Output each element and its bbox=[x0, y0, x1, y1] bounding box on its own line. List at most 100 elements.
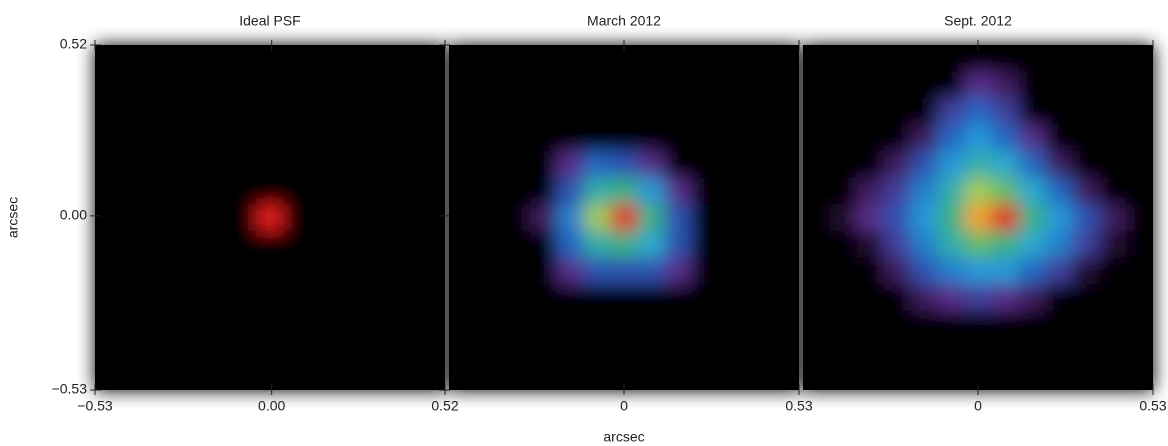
heatmap-cell bbox=[449, 257, 477, 285]
heatmap-cell bbox=[1045, 363, 1073, 391]
x-tick-label: 0.53 bbox=[785, 398, 812, 414]
heatmap-cell bbox=[1072, 124, 1100, 152]
heatmap-cell bbox=[991, 177, 1019, 205]
heatmap-cell bbox=[148, 45, 177, 73]
heatmap-cell bbox=[175, 257, 204, 285]
heatmap-cell bbox=[556, 151, 585, 179]
heatmap-cell bbox=[991, 310, 1019, 338]
y-tick-label: 0.00 bbox=[60, 207, 87, 223]
heatmap-cell bbox=[1126, 230, 1154, 258]
heatmap-cell bbox=[202, 230, 231, 258]
heatmap-cell bbox=[418, 336, 446, 364]
heatmap-cell bbox=[718, 98, 746, 126]
heatmap-cell bbox=[856, 257, 885, 285]
heatmap-cell bbox=[283, 283, 311, 311]
heatmap-cell bbox=[691, 310, 719, 338]
heatmap-cell bbox=[718, 257, 746, 285]
heatmap-cell bbox=[202, 310, 231, 338]
heatmap-cell bbox=[283, 230, 311, 258]
heatmap-cell bbox=[1045, 310, 1073, 338]
heatmap-cell bbox=[556, 230, 585, 258]
heatmap-cell bbox=[637, 363, 665, 391]
heatmap-cell bbox=[883, 257, 912, 285]
heatmap-cell bbox=[1045, 151, 1073, 179]
heatmap-cell bbox=[1126, 204, 1154, 232]
heatmap-cell bbox=[910, 45, 939, 73]
heatmap-cell bbox=[664, 124, 692, 152]
heatmap-cell bbox=[95, 71, 123, 99]
heatmap-cell bbox=[691, 151, 719, 179]
heatmap-cell bbox=[772, 98, 800, 126]
heatmap-cell bbox=[664, 363, 692, 391]
heatmap-cell bbox=[229, 363, 258, 391]
heatmap-cell bbox=[121, 71, 150, 99]
heatmap-cell bbox=[856, 310, 885, 338]
heatmap-cell bbox=[1072, 310, 1100, 338]
heatmap-cell bbox=[364, 204, 392, 232]
heatmap-cell bbox=[475, 363, 504, 391]
heatmap-cell bbox=[283, 177, 311, 205]
heatmap-cell bbox=[610, 336, 638, 364]
heatmap-cell bbox=[337, 336, 365, 364]
heatmap-cell bbox=[937, 45, 966, 73]
heatmap-cell bbox=[310, 310, 338, 338]
heatmap-cell bbox=[910, 124, 939, 152]
heatmap-cell bbox=[556, 124, 585, 152]
heatmap-cell bbox=[1018, 257, 1046, 285]
heatmap-cell bbox=[1045, 71, 1073, 99]
heatmap-cell bbox=[1018, 230, 1046, 258]
heatmap-cell bbox=[829, 45, 858, 73]
heatmap-cell bbox=[745, 204, 773, 232]
heatmap-cell bbox=[610, 283, 638, 311]
heatmap-cell bbox=[637, 204, 665, 232]
heatmap-cell bbox=[583, 283, 612, 311]
heatmap-cell bbox=[121, 204, 150, 232]
heatmap-cell bbox=[856, 98, 885, 126]
heatmap-cell bbox=[475, 230, 504, 258]
heatmap-cell bbox=[475, 71, 504, 99]
heatmap-cell bbox=[202, 257, 231, 285]
heatmap-cell bbox=[418, 310, 446, 338]
heatmap-cell bbox=[256, 336, 284, 364]
heatmap-cell bbox=[718, 363, 746, 391]
heatmap-cell bbox=[718, 71, 746, 99]
heatmap-cell bbox=[937, 98, 966, 126]
heatmap-cell bbox=[1099, 363, 1127, 391]
heatmap-cell bbox=[475, 336, 504, 364]
heatmap-cell bbox=[95, 98, 123, 126]
heatmap-cell bbox=[583, 310, 612, 338]
heatmap-cell bbox=[964, 124, 992, 152]
heatmap-cell bbox=[502, 257, 531, 285]
heatmap-cell bbox=[718, 124, 746, 152]
heatmap-cell bbox=[664, 283, 692, 311]
heatmap-cell bbox=[583, 177, 612, 205]
heatmap-cell bbox=[1072, 230, 1100, 258]
heatmap-cell bbox=[229, 124, 258, 152]
heatmap-cell bbox=[829, 177, 858, 205]
heatmap-cell bbox=[883, 71, 912, 99]
heatmap-cell bbox=[745, 310, 773, 338]
heatmap-cell bbox=[229, 98, 258, 126]
heatmap-cell bbox=[1018, 45, 1046, 73]
heatmap-cell bbox=[556, 177, 585, 205]
heatmap-cell bbox=[556, 98, 585, 126]
heatmap-cell bbox=[364, 71, 392, 99]
heatmap-cell bbox=[664, 336, 692, 364]
heatmap-cell bbox=[556, 45, 585, 73]
heatmap-cell bbox=[449, 363, 477, 391]
heatmap-cell bbox=[937, 71, 966, 99]
heatmap-cell bbox=[1099, 151, 1127, 179]
heatmap-cell bbox=[418, 151, 446, 179]
heatmap-cell bbox=[964, 71, 992, 99]
heatmap-cell bbox=[583, 257, 612, 285]
heatmap-cell bbox=[1045, 177, 1073, 205]
heatmap-cell bbox=[991, 124, 1019, 152]
heatmap-cell bbox=[1126, 283, 1154, 311]
heatmap-cell bbox=[937, 283, 966, 311]
heatmap-cell bbox=[337, 283, 365, 311]
heatmap-cell bbox=[502, 45, 531, 73]
heatmap-cell bbox=[337, 45, 365, 73]
heatmap-cell bbox=[803, 151, 831, 179]
heatmap-cell bbox=[991, 98, 1019, 126]
